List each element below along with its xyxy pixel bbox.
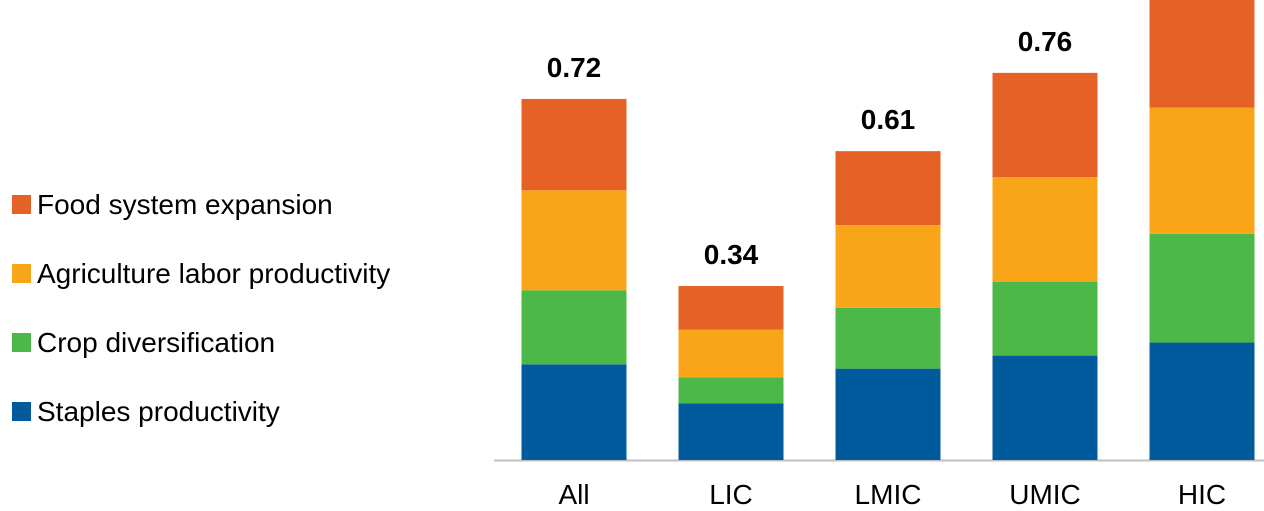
legend-label: Agriculture labor productivity: [37, 257, 391, 289]
bar-segment-lic-crop-diversification: [678, 377, 784, 404]
legend-swatch: [12, 333, 31, 352]
bar-segment-all-agriculture-labor-productivity: [521, 190, 627, 291]
bar-segment-lic-staples-productivity: [678, 403, 784, 460]
legend-swatch: [12, 195, 31, 214]
bar-segment-umic-food-system-expansion: [992, 72, 1098, 178]
bar-segment-lmic-agriculture-labor-productivity: [835, 225, 941, 308]
bar-segment-umic-agriculture-labor-productivity: [992, 177, 1098, 282]
legend-item-agriculture-labor-productivity: Agriculture labor productivity: [12, 239, 390, 308]
bar-segment-hic-food-system-expansion: [1149, 0, 1255, 108]
bar-segment-lmic-crop-diversification: [835, 307, 941, 369]
category-label-all: All: [558, 479, 589, 510]
bar-segment-hic-agriculture-labor-productivity: [1149, 107, 1255, 234]
bar-segment-umic-staples-productivity: [992, 355, 1098, 460]
legend-item-staples-productivity: Staples productivity: [12, 377, 390, 446]
total-label-umic: 0.76: [1018, 26, 1073, 57]
legend-label: Staples productivity: [37, 395, 280, 427]
bar-segment-all-food-system-expansion: [521, 98, 627, 191]
legend-label: Crop diversification: [37, 326, 276, 358]
category-label-lmic: LMIC: [855, 479, 922, 510]
bar-segment-lic-food-system-expansion: [678, 286, 784, 330]
bar-segment-all-crop-diversification: [521, 290, 627, 365]
total-label-lmic: 0.61: [861, 104, 916, 135]
category-label-hic: HIC: [1178, 479, 1226, 510]
bar-segment-umic-crop-diversification: [992, 281, 1098, 356]
category-label-lic: LIC: [709, 479, 753, 510]
legend-item-crop-diversification: Crop diversification: [12, 308, 390, 377]
bar-segment-all-staples-productivity: [521, 364, 627, 460]
total-label-lic: 0.34: [704, 239, 759, 270]
bar-segment-hic-staples-productivity: [1149, 342, 1255, 460]
legend-swatch: [12, 264, 31, 283]
legend-item-food-system-expansion: Food system expansion: [12, 170, 390, 239]
bar-segment-lmic-staples-productivity: [835, 368, 941, 460]
legend-label: Food system expansion: [37, 188, 333, 220]
bar-segment-hic-crop-diversification: [1149, 233, 1255, 343]
bar-segment-lic-agriculture-labor-productivity: [678, 329, 784, 378]
category-label-umic: UMIC: [1009, 479, 1081, 510]
total-label-all: 0.72: [547, 52, 602, 83]
bar-segment-lmic-food-system-expansion: [835, 151, 941, 226]
legend-swatch: [12, 402, 31, 421]
legend: Food system expansion Agriculture labor p…: [12, 170, 390, 446]
